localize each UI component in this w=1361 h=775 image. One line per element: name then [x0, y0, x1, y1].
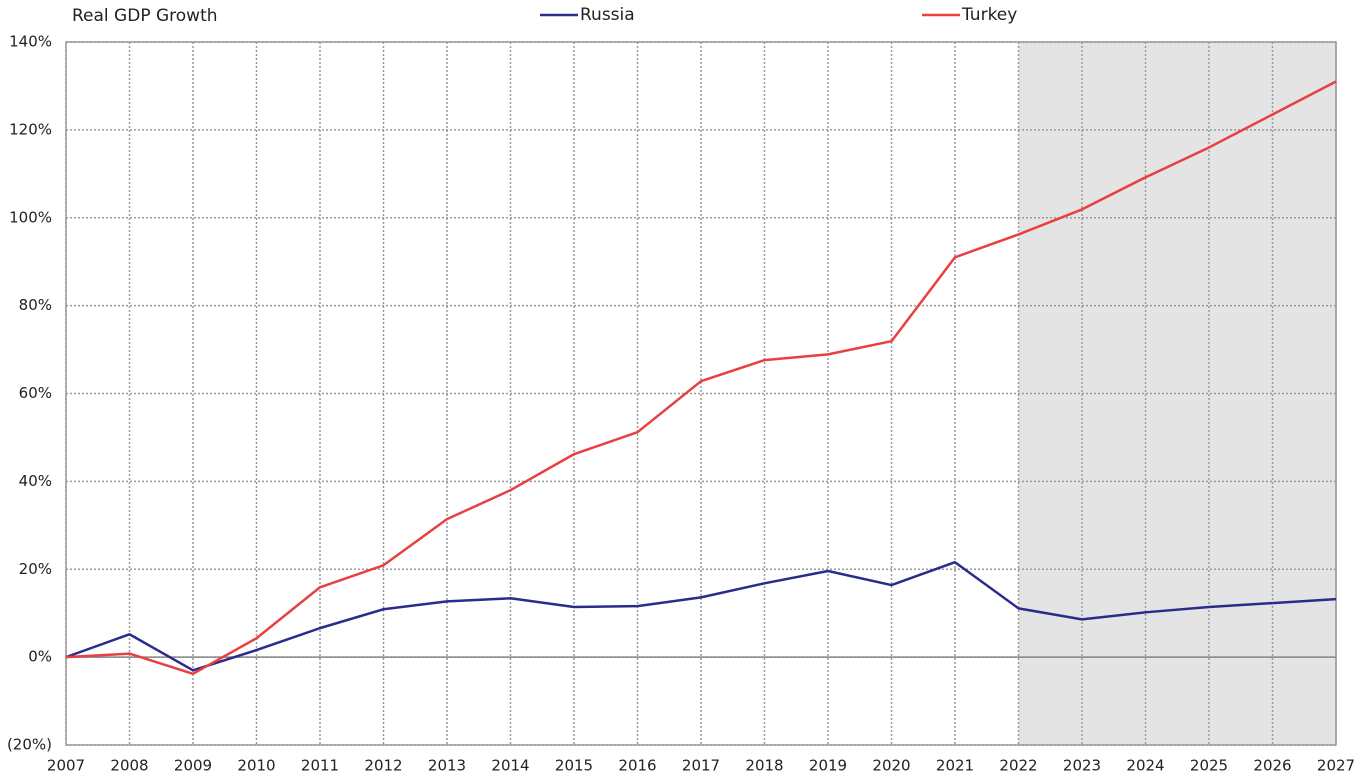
y-tick-label: 20% — [19, 560, 52, 578]
x-tick-label: 2025 — [1190, 757, 1228, 775]
x-tick-label: 2010 — [237, 757, 275, 775]
y-tick-label: 100% — [9, 208, 52, 226]
x-tick-label: 2024 — [1126, 757, 1164, 775]
x-tick-label: 2013 — [428, 757, 466, 775]
x-tick-label: 2019 — [809, 757, 847, 775]
x-tick-label: 2026 — [1253, 757, 1291, 775]
x-tick-label: 2018 — [745, 757, 783, 775]
x-tick-label: 2008 — [110, 757, 148, 775]
y-tick-label: 120% — [9, 120, 52, 138]
y-tick-label: 60% — [19, 384, 52, 402]
y-tick-label: 40% — [19, 472, 52, 490]
x-tick-label: 2023 — [1063, 757, 1101, 775]
x-tick-label: 2017 — [682, 757, 720, 775]
x-tick-label: 2011 — [301, 757, 339, 775]
x-tick-label: 2009 — [174, 757, 212, 775]
x-tick-label: 2022 — [999, 757, 1037, 775]
legend-label: Russia — [580, 5, 635, 25]
legend-label: Turkey — [961, 5, 1017, 25]
x-tick-label: 2007 — [47, 757, 85, 775]
plot-border — [65, 41, 1337, 746]
x-tick-label: 2015 — [555, 757, 593, 775]
x-tick-label: 2020 — [872, 757, 910, 775]
series-line — [65, 80, 1337, 676]
x-tick-label: 2012 — [364, 757, 402, 775]
x-tick-label: 2021 — [936, 757, 974, 775]
y-tick-label: 140% — [9, 33, 52, 51]
series-line — [65, 560, 1337, 672]
y-tick-label: 0% — [28, 648, 52, 666]
x-tick-label: 2016 — [618, 757, 656, 775]
chart-title: Real GDP Growth — [72, 6, 218, 26]
x-tick-label: 2014 — [491, 757, 529, 775]
y-tick-label: 80% — [19, 296, 52, 314]
y-tick-label: (20%) — [7, 736, 52, 754]
x-tick-label: 2027 — [1317, 757, 1355, 775]
